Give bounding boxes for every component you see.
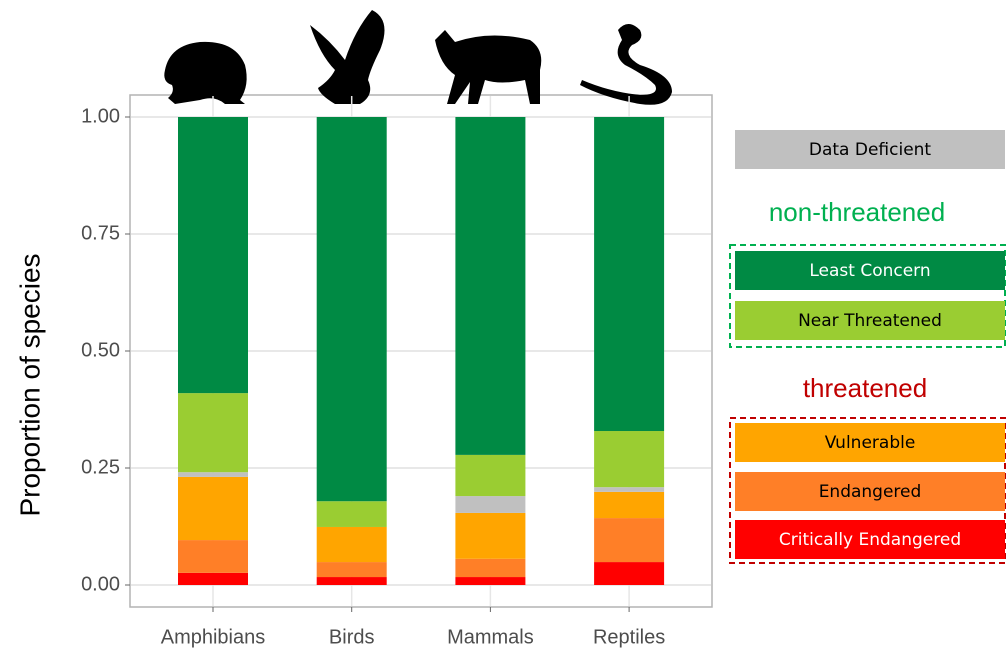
bar-segment	[455, 577, 526, 585]
legend-swatch	[735, 423, 1005, 462]
bar-segment	[316, 562, 387, 578]
bar-segment	[316, 501, 387, 527]
x-tick-label: Amphibians	[161, 626, 266, 648]
snake-icon	[580, 24, 672, 105]
bar-segment	[316, 577, 387, 585]
bar-segment	[178, 572, 248, 585]
legend-label: Vulnerable	[825, 433, 916, 453]
y-axis-label: Proportion of species	[14, 253, 45, 516]
bar-segment	[594, 117, 665, 432]
bar-segment	[594, 562, 665, 585]
y-tick-label: 0.00	[81, 573, 120, 595]
legend-label: Data Deficient	[809, 140, 932, 160]
x-tick-label: Birds	[329, 626, 375, 648]
legend-group-label: threatened	[803, 373, 927, 403]
y-tick-label: 0.50	[81, 339, 120, 361]
y-tick-label: 1.00	[81, 105, 120, 127]
bar-segment	[455, 496, 526, 513]
bar-segment	[316, 526, 387, 563]
legend-swatch	[735, 301, 1005, 340]
legend-group-box	[729, 244, 1006, 348]
bar-segment	[455, 558, 526, 578]
legend-swatch	[735, 472, 1005, 511]
legend-label: Critically Endangered	[779, 530, 961, 550]
x-tick-label: Mammals	[447, 626, 534, 648]
eagle-icon	[310, 10, 385, 104]
legend-label: Least Concern	[809, 261, 930, 281]
legend-label: Near Threatened	[798, 311, 942, 331]
frog-icon	[164, 41, 247, 104]
x-tick-label: Reptiles	[593, 626, 665, 648]
bar-segment	[178, 393, 248, 473]
y-tick-label: 0.75	[81, 222, 120, 244]
legend-swatch	[735, 520, 1005, 559]
y-tick-label: 0.25	[81, 456, 120, 478]
bar-segment	[178, 476, 248, 541]
bar-segment	[594, 431, 665, 488]
legend-label: Endangered	[819, 482, 922, 502]
bar-segment	[594, 518, 665, 563]
cat-icon	[435, 30, 542, 104]
bar-segment	[594, 491, 665, 519]
bar-segment	[455, 454, 526, 497]
legend-swatch	[735, 251, 1005, 290]
bar-segment	[178, 540, 248, 573]
bar-segment	[316, 117, 387, 502]
animal-icons	[164, 10, 672, 105]
bar-segment	[178, 472, 248, 477]
bar-segment	[178, 117, 248, 394]
bar-segment	[455, 512, 526, 559]
bar-segment	[455, 117, 526, 455]
legend-group-label: non-threatened	[769, 197, 945, 227]
bar-segment	[594, 487, 665, 492]
legend-swatch	[735, 130, 1005, 169]
